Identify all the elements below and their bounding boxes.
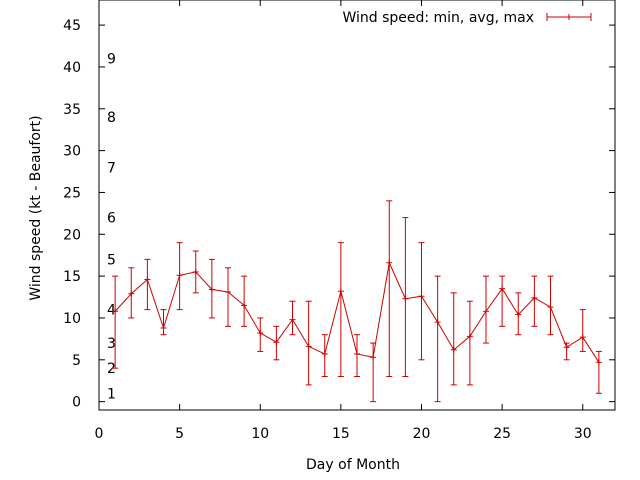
plot-frame <box>98 0 616 411</box>
legend: Wind speed: min, avg, max <box>342 10 592 26</box>
errorbar <box>450 292 457 386</box>
beaufort-label: 4 <box>107 303 116 319</box>
x-tick-label: 25 <box>493 426 511 442</box>
x-tick-label: 30 <box>574 426 592 442</box>
x-tick-label: 20 <box>413 426 431 442</box>
data-point <box>289 316 296 323</box>
x-tick-label: 10 <box>251 426 269 442</box>
data-point <box>418 293 425 300</box>
x-tick-label: 0 <box>95 426 104 442</box>
data-point <box>321 350 328 357</box>
y-tick-label: 15 <box>63 269 81 285</box>
errorbar <box>241 275 248 327</box>
y-tick-label: 0 <box>72 395 81 411</box>
data-point <box>483 308 489 315</box>
y-tick-label: 30 <box>63 144 81 160</box>
beaufort-label: 3 <box>107 336 116 352</box>
errorbar <box>337 242 344 378</box>
errorbar <box>305 300 312 386</box>
data-point <box>225 289 231 296</box>
y-tick-label: 25 <box>63 185 81 201</box>
x-axis: 0 5 10 15 20 25 30 <box>95 0 592 442</box>
data-point <box>531 294 538 301</box>
errorbar <box>466 300 473 386</box>
errorbar <box>418 242 425 361</box>
data-point <box>579 334 586 341</box>
data-point <box>547 304 554 311</box>
data-point <box>386 259 393 266</box>
data-point <box>337 288 344 295</box>
beaufort-label: 6 <box>107 211 116 227</box>
data-point <box>402 295 409 302</box>
data-point <box>305 343 312 350</box>
x-tick-label: 15 <box>332 426 350 442</box>
beaufort-label: 5 <box>107 252 116 268</box>
data-point <box>273 339 280 346</box>
errorbar <box>499 275 506 327</box>
data-point <box>257 330 264 337</box>
y-tick-label: 35 <box>63 102 81 118</box>
data-point <box>466 333 473 340</box>
y-tick-label: 10 <box>63 311 81 327</box>
x-tick-label: 5 <box>175 426 184 442</box>
beaufort-label: 1 <box>107 386 116 402</box>
beaufort-label: 7 <box>107 160 116 176</box>
data-point <box>160 325 167 331</box>
data-point <box>176 272 183 279</box>
y-tick-label: 20 <box>63 227 81 243</box>
beaufort-label: 8 <box>107 110 116 126</box>
data-point <box>208 286 215 293</box>
errorbar <box>144 258 151 311</box>
data-point <box>354 350 360 357</box>
errorbar <box>434 275 441 403</box>
y-tick-label: 5 <box>72 353 81 369</box>
data-point <box>128 290 135 297</box>
y-tick-label: 45 <box>63 18 81 34</box>
beaufort-label: 9 <box>107 52 116 68</box>
y-tick-label: 40 <box>63 60 81 76</box>
beaufort-scale: 1 2 3 4 5 6 7 8 9 <box>107 52 116 403</box>
legend-label: Wind speed: min, avg, max <box>342 10 534 26</box>
data-point <box>144 276 151 283</box>
data-point <box>112 308 119 315</box>
errorbar <box>112 275 119 369</box>
x-axis-label: Day of Month <box>306 457 400 473</box>
series-layer <box>112 200 602 403</box>
errorbar <box>225 267 231 327</box>
errorbar <box>386 200 393 378</box>
data-point <box>563 344 570 351</box>
beaufort-label: 2 <box>107 361 116 377</box>
data-point <box>434 319 441 326</box>
data-point <box>595 359 602 366</box>
errorbar <box>370 342 377 403</box>
errorbar <box>595 350 602 394</box>
data-point <box>499 285 506 292</box>
data-point <box>515 311 522 318</box>
data-point <box>192 268 199 275</box>
data-point <box>370 354 377 361</box>
data-point <box>450 346 457 353</box>
data-point <box>241 302 248 309</box>
errorbar <box>579 309 586 352</box>
y-axis-label: Wind speed (kt - Beaufort) <box>28 115 44 300</box>
errorbar <box>531 275 538 327</box>
